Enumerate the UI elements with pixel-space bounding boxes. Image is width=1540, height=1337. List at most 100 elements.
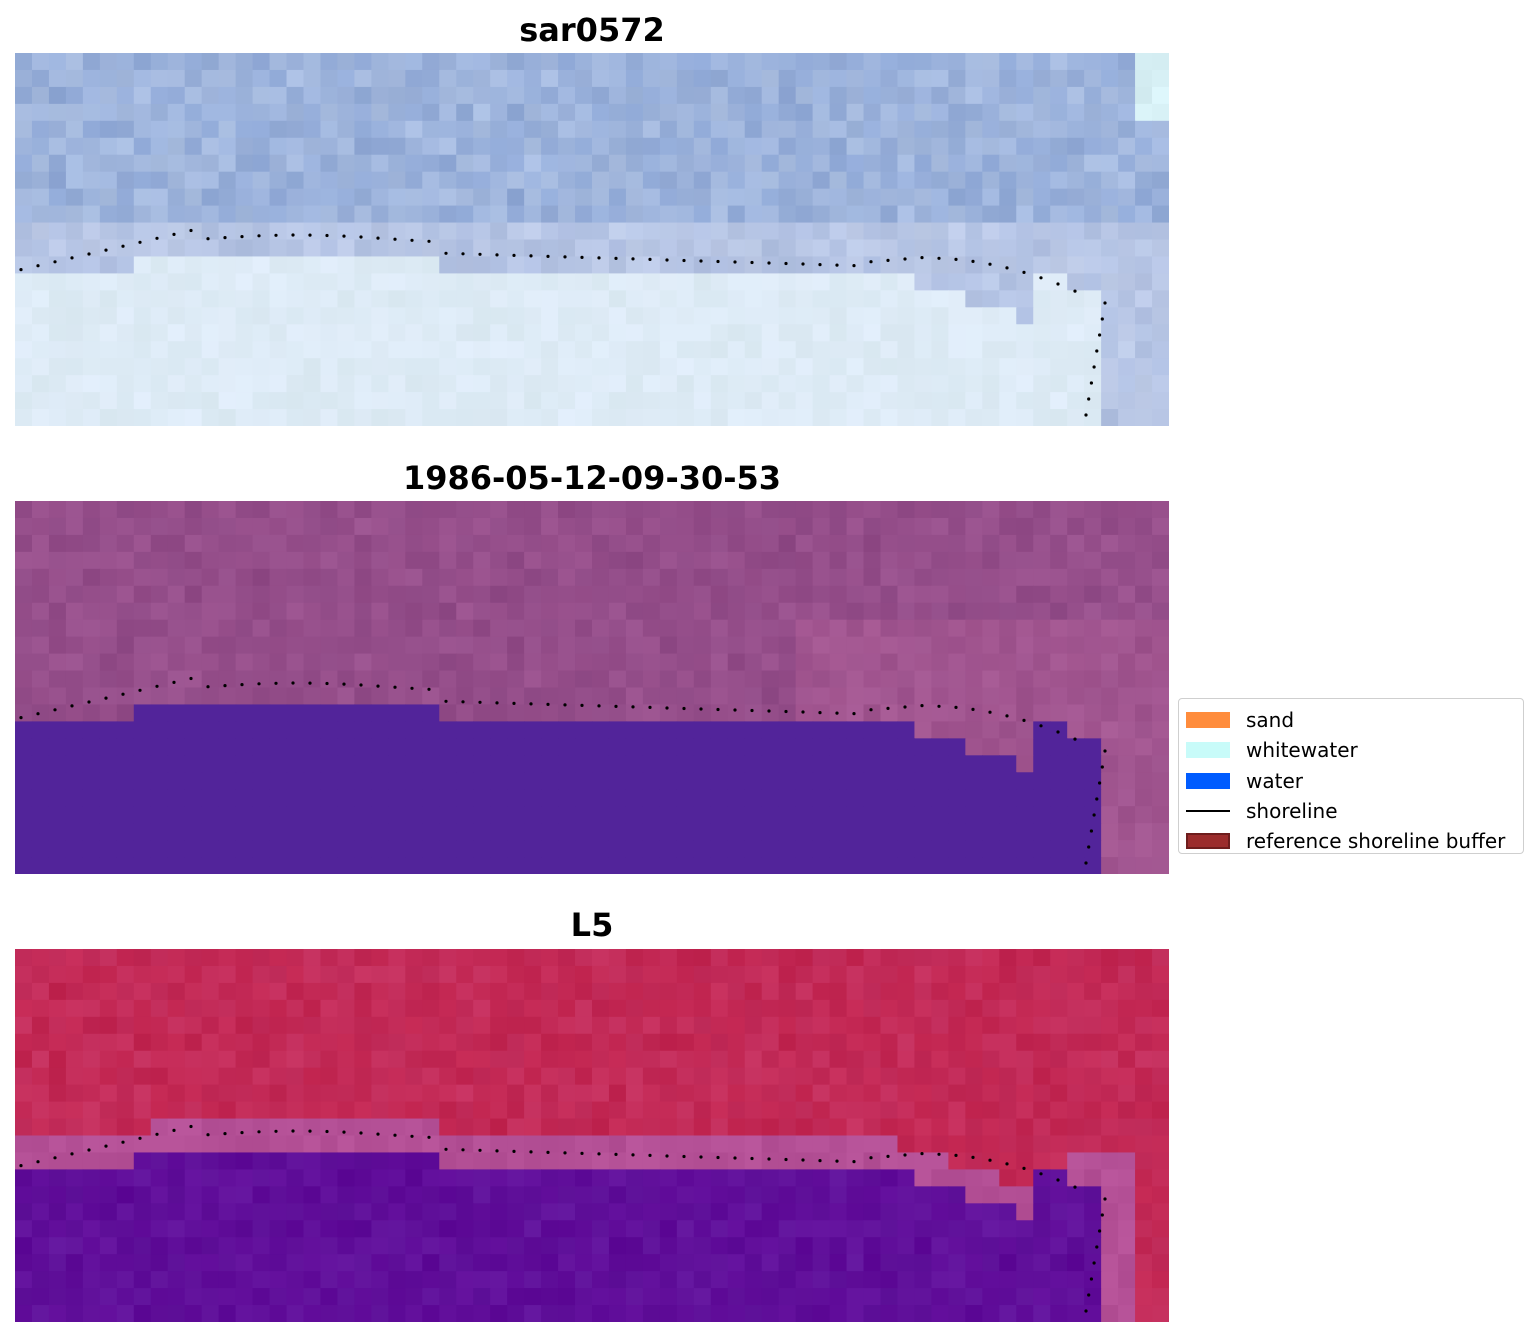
pixel (642, 222, 661, 241)
pixel (167, 1101, 186, 1120)
pixel (133, 1271, 152, 1289)
pixel (846, 205, 865, 224)
pixel (167, 53, 186, 71)
pixel (507, 1237, 525, 1255)
pixel (727, 857, 746, 874)
pixel (116, 53, 135, 71)
pixel (727, 375, 746, 393)
pixel (880, 823, 899, 841)
pixel (150, 670, 169, 689)
pixel (116, 1271, 135, 1289)
pixel (354, 568, 372, 587)
pixel (218, 375, 237, 393)
pixel (269, 103, 288, 122)
pixel (354, 823, 372, 841)
pixel (405, 307, 423, 325)
pixel (541, 653, 559, 672)
pixel (184, 568, 203, 587)
pixel (1067, 1101, 1085, 1120)
pixel (659, 120, 678, 139)
pixel (659, 324, 678, 342)
pixel (541, 1220, 559, 1238)
pixel (795, 636, 814, 655)
pixel (795, 358, 814, 376)
pixel (337, 1254, 356, 1272)
pixel (1016, 324, 1034, 342)
pixel (710, 1118, 729, 1137)
pixel (982, 982, 1000, 1001)
pixel (795, 857, 814, 874)
pixel (659, 755, 678, 773)
pixel (65, 324, 84, 342)
pixel (184, 738, 203, 756)
pixel (1135, 392, 1153, 410)
pixel (625, 534, 644, 553)
pixel (710, 721, 729, 739)
pixel (1084, 687, 1102, 706)
pixel (1135, 137, 1153, 156)
pixel (710, 1050, 729, 1069)
pixel (201, 982, 220, 1001)
pixel (167, 823, 186, 841)
pixel (507, 205, 525, 224)
pixel (201, 755, 220, 773)
pixel (303, 409, 322, 426)
pixel (65, 517, 84, 536)
pixel (439, 256, 457, 274)
pixel (710, 1220, 729, 1238)
pixel (235, 1016, 254, 1035)
pixel (337, 738, 356, 756)
pixel (575, 154, 593, 173)
pixel (167, 653, 186, 672)
pixel (201, 1084, 220, 1103)
pixel (439, 982, 457, 1001)
pixel (948, 290, 966, 308)
pixel (846, 501, 865, 519)
pixel (592, 823, 610, 841)
pixel (1033, 1118, 1051, 1137)
pixel (948, 619, 966, 638)
pixel (371, 154, 389, 173)
pixel (354, 619, 372, 638)
pixel (473, 53, 491, 71)
pixel (65, 273, 84, 291)
pixel (1033, 534, 1051, 553)
pixel (524, 653, 542, 672)
pixel (15, 636, 33, 655)
pixel (744, 636, 763, 655)
pixel (744, 1135, 763, 1154)
pixel (490, 755, 508, 773)
pixel (999, 1050, 1017, 1069)
pixel (371, 1220, 389, 1238)
pixel (761, 86, 780, 105)
pixel (490, 1169, 508, 1187)
pixel (439, 551, 457, 570)
pixel (863, 721, 882, 739)
pixel (744, 1254, 763, 1272)
pixel (82, 772, 101, 790)
pixel (320, 982, 339, 1001)
pixel (693, 789, 712, 807)
pixel (1016, 137, 1034, 156)
pixel (727, 222, 746, 241)
pixel (1101, 949, 1119, 967)
pixel (965, 982, 983, 1001)
pixel (541, 1169, 559, 1187)
pixel (1050, 239, 1068, 258)
pixel (710, 154, 729, 173)
pixel (133, 534, 152, 553)
pixel (897, 704, 916, 722)
pixel (65, 602, 84, 621)
pixel (524, 602, 542, 621)
pixel (490, 602, 508, 621)
pixel (201, 568, 220, 587)
shoreline-point (393, 1133, 397, 1137)
pixel (1101, 755, 1119, 773)
pixel (184, 1237, 203, 1255)
pixel (303, 585, 322, 604)
pixel (693, 653, 712, 672)
pixel (863, 120, 882, 139)
pixel (133, 341, 152, 359)
pixel (201, 585, 220, 604)
pixel (252, 1084, 271, 1103)
